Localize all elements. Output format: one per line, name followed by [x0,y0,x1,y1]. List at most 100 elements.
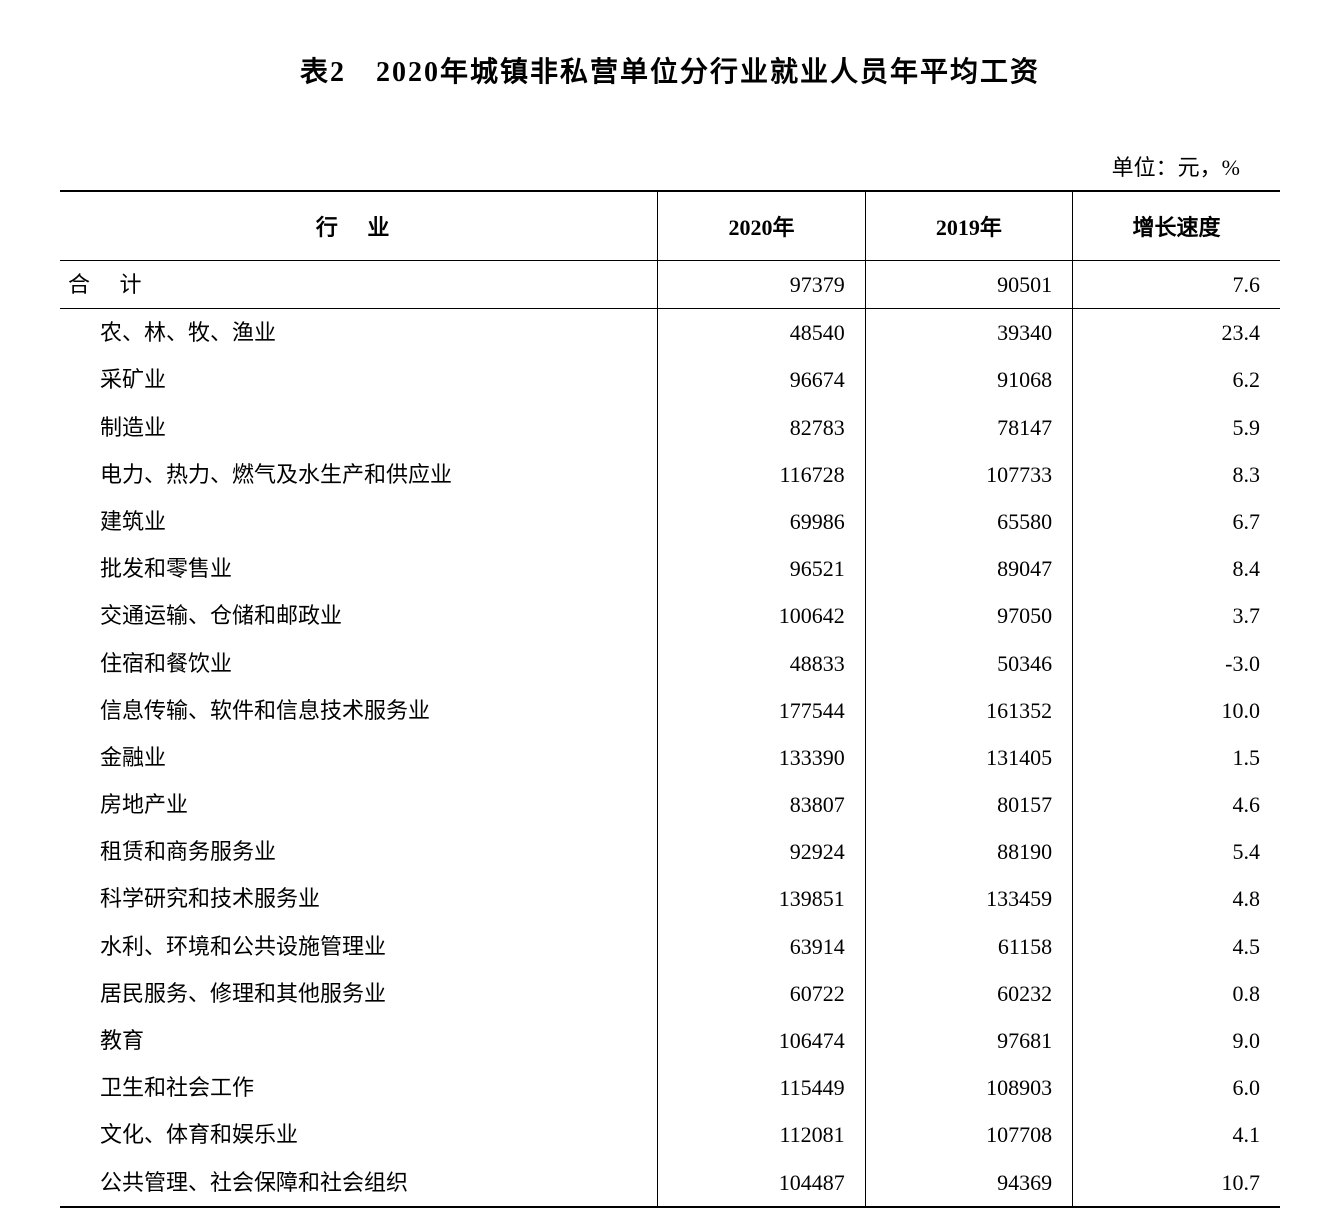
total-2020: 97379 [658,261,865,309]
cell-2019: 133459 [865,875,1072,922]
table-row: 公共管理、社会保障和社会组织1044879436910.7 [60,1159,1280,1207]
cell-2020: 116728 [658,451,865,498]
cell-growth: 6.0 [1073,1064,1280,1111]
header-2020: 2020年 [658,191,865,261]
cell-growth: 1.5 [1073,734,1280,781]
cell-2019: 50346 [865,640,1072,687]
cell-growth: 10.0 [1073,687,1280,734]
cell-growth: 4.8 [1073,875,1280,922]
cell-2019: 65580 [865,498,1072,545]
table-row: 科学研究和技术服务业1398511334594.8 [60,875,1280,922]
cell-2019: 107733 [865,451,1072,498]
cell-2020: 104487 [658,1159,865,1207]
table-row: 金融业1333901314051.5 [60,734,1280,781]
cell-industry: 批发和零售业 [60,545,658,592]
cell-growth: 23.4 [1073,309,1280,357]
cell-2019: 88190 [865,828,1072,875]
cell-2020: 133390 [658,734,865,781]
cell-growth: 5.9 [1073,404,1280,451]
cell-industry: 居民服务、修理和其他服务业 [60,970,658,1017]
cell-industry: 金融业 [60,734,658,781]
cell-2019: 131405 [865,734,1072,781]
table-row: 电力、热力、燃气及水生产和供应业1167281077338.3 [60,451,1280,498]
table-body: 合 计 97379 90501 7.6 农、林、牧、渔业485403934023… [60,261,1280,1207]
cell-industry: 农、林、牧、渔业 [60,309,658,357]
table-row: 文化、体育和娱乐业1120811077084.1 [60,1111,1280,1158]
cell-2019: 78147 [865,404,1072,451]
cell-industry: 租赁和商务服务业 [60,828,658,875]
table-row: 交通运输、仓储和邮政业100642970503.7 [60,592,1280,639]
cell-2020: 100642 [658,592,865,639]
cell-2019: 97681 [865,1017,1072,1064]
table-row: 房地产业83807801574.6 [60,781,1280,828]
cell-industry: 采矿业 [60,356,658,403]
table-row: 住宿和餐饮业4883350346-3.0 [60,640,1280,687]
total-growth: 7.6 [1073,261,1280,309]
table-row: 制造业82783781475.9 [60,404,1280,451]
cell-growth: 10.7 [1073,1159,1280,1207]
cell-2019: 89047 [865,545,1072,592]
cell-growth: -3.0 [1073,640,1280,687]
cell-growth: 4.6 [1073,781,1280,828]
cell-growth: 8.3 [1073,451,1280,498]
cell-2020: 139851 [658,875,865,922]
cell-2019: 39340 [865,309,1072,357]
cell-2020: 92924 [658,828,865,875]
cell-industry: 制造业 [60,404,658,451]
cell-2020: 115449 [658,1064,865,1111]
table-row: 批发和零售业96521890478.4 [60,545,1280,592]
table-row: 采矿业96674910686.2 [60,356,1280,403]
table-header-row: 行 业 2020年 2019年 增长速度 [60,191,1280,261]
total-row: 合 计 97379 90501 7.6 [60,261,1280,309]
cell-industry: 住宿和餐饮业 [60,640,658,687]
table-row: 居民服务、修理和其他服务业60722602320.8 [60,970,1280,1017]
table-row: 租赁和商务服务业92924881905.4 [60,828,1280,875]
cell-industry: 房地产业 [60,781,658,828]
cell-industry: 公共管理、社会保障和社会组织 [60,1159,658,1207]
cell-growth: 4.1 [1073,1111,1280,1158]
cell-2020: 69986 [658,498,865,545]
table-row: 教育106474976819.0 [60,1017,1280,1064]
cell-2020: 63914 [658,923,865,970]
total-2019: 90501 [865,261,1072,309]
table-row: 水利、环境和公共设施管理业63914611584.5 [60,923,1280,970]
cell-2020: 96674 [658,356,865,403]
cell-2019: 161352 [865,687,1072,734]
header-growth: 增长速度 [1073,191,1280,261]
cell-growth: 8.4 [1073,545,1280,592]
table-row: 农、林、牧、渔业485403934023.4 [60,309,1280,357]
header-2019: 2019年 [865,191,1072,261]
wage-table: 行 业 2020年 2019年 增长速度 合 计 97379 90501 7.6… [60,190,1280,1208]
cell-2020: 96521 [658,545,865,592]
cell-industry: 文化、体育和娱乐业 [60,1111,658,1158]
cell-industry: 交通运输、仓储和邮政业 [60,592,658,639]
cell-2019: 108903 [865,1064,1072,1111]
cell-2020: 82783 [658,404,865,451]
cell-2020: 83807 [658,781,865,828]
total-label: 合 计 [60,261,658,309]
cell-2020: 48833 [658,640,865,687]
cell-2019: 80157 [865,781,1072,828]
cell-industry: 科学研究和技术服务业 [60,875,658,922]
cell-industry: 建筑业 [60,498,658,545]
cell-2020: 60722 [658,970,865,1017]
cell-industry: 卫生和社会工作 [60,1064,658,1111]
cell-industry: 水利、环境和公共设施管理业 [60,923,658,970]
cell-2020: 48540 [658,309,865,357]
cell-2019: 61158 [865,923,1072,970]
header-industry: 行 业 [60,191,658,261]
cell-2019: 97050 [865,592,1072,639]
cell-2019: 94369 [865,1159,1072,1207]
cell-growth: 6.7 [1073,498,1280,545]
cell-growth: 5.4 [1073,828,1280,875]
cell-2019: 107708 [865,1111,1072,1158]
unit-label: 单位：元，% [60,150,1280,182]
table-row: 卫生和社会工作1154491089036.0 [60,1064,1280,1111]
cell-2020: 112081 [658,1111,865,1158]
cell-2020: 106474 [658,1017,865,1064]
cell-2019: 60232 [865,970,1072,1017]
table-row: 建筑业69986655806.7 [60,498,1280,545]
table-row: 信息传输、软件和信息技术服务业17754416135210.0 [60,687,1280,734]
cell-2019: 91068 [865,356,1072,403]
cell-growth: 3.7 [1073,592,1280,639]
